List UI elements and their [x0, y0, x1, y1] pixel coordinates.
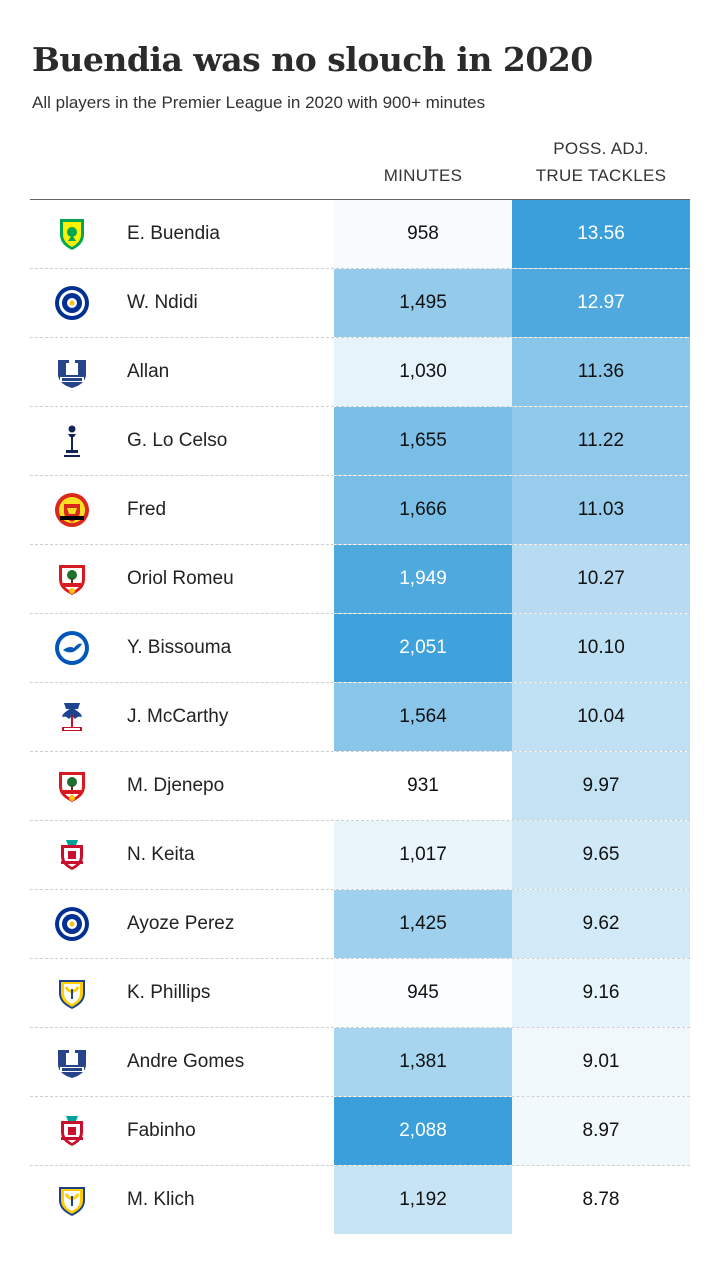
everton-crest-icon: [54, 354, 90, 390]
header-divider: [30, 199, 690, 200]
tottenham-crest-icon: [54, 423, 90, 459]
tackles-cell: 13.56: [512, 200, 690, 268]
norwich-city-crest-icon: [54, 216, 90, 252]
leicester-city-crest-icon: [54, 285, 90, 321]
chart-subtitle: All players in the Premier League in 202…: [32, 93, 486, 112]
table-row: M. Djenepo 931 9.97: [30, 752, 690, 821]
tackles-cell: 10.27: [512, 545, 690, 613]
liverpool-crest-icon: [54, 837, 90, 873]
manchester-united-crest-icon: [54, 492, 90, 528]
minutes-cell: 2,088: [334, 1097, 512, 1165]
player-name: N. Keita: [127, 844, 195, 865]
table-row: M. Klich 1,192 8.78: [30, 1166, 690, 1234]
minutes-cell: 1,425: [334, 890, 512, 958]
southampton-crest-icon: [54, 561, 90, 597]
tackles-cell: 9.97: [512, 752, 690, 820]
table-row: Y. Bissouma 2,051 10.10: [30, 614, 690, 683]
tackles-cell: 8.78: [512, 1166, 690, 1234]
player-name: Ayoze Perez: [127, 913, 235, 934]
tackles-cell: 9.01: [512, 1028, 690, 1096]
tackles-cell: 11.03: [512, 476, 690, 544]
table-row: N. Keita 1,017 9.65: [30, 821, 690, 890]
table-row: Allan 1,030 11.36: [30, 338, 690, 407]
table-row: Andre Gomes 1,381 9.01: [30, 1028, 690, 1097]
tackles-header-line2: TRUE TACKLES: [535, 166, 667, 185]
player-name: Fabinho: [127, 1120, 196, 1141]
table-row: E. Buendia 958 13.56: [30, 200, 690, 269]
player-name: K. Phillips: [127, 982, 211, 1003]
minutes-cell: 1,949: [334, 545, 512, 613]
tackles-cell: 10.10: [512, 614, 690, 682]
tackles-cell: 11.36: [512, 338, 690, 406]
minutes-cell: 931: [334, 752, 512, 820]
liverpool-crest-icon: [54, 1113, 90, 1149]
minutes-cell: 1,030: [334, 338, 512, 406]
minutes-column-header[interactable]: MINUTES: [334, 162, 512, 189]
table-row: K. Phillips 945 9.16: [30, 959, 690, 1028]
minutes-cell: 1,564: [334, 683, 512, 751]
tackles-cell: 9.62: [512, 890, 690, 958]
tackles-cell: 12.97: [512, 269, 690, 337]
tackles-cell: 10.04: [512, 683, 690, 751]
everton-crest-icon: [54, 1044, 90, 1080]
minutes-header-label: MINUTES: [383, 166, 463, 185]
player-name: E. Buendia: [127, 223, 220, 244]
data-table: E. Buendia 958 13.56 W. Ndidi 1,495 12.97 Alla…: [30, 200, 690, 1234]
player-name: Fred: [127, 499, 167, 520]
brighton-crest-icon: [54, 630, 90, 666]
tackles-cell: 8.97: [512, 1097, 690, 1165]
southampton-crest-icon: [54, 768, 90, 804]
player-name: M. Klich: [127, 1189, 195, 1210]
tackles-header-line1: POSS. ADJ.: [553, 139, 649, 158]
minutes-cell: 1,381: [334, 1028, 512, 1096]
player-name: J. McCarthy: [127, 706, 229, 727]
table-row: Ayoze Perez 1,425 9.62: [30, 890, 690, 959]
minutes-cell: 2,051: [334, 614, 512, 682]
tackles-cell: 11.22: [512, 407, 690, 475]
tackles-cell: 9.16: [512, 959, 690, 1027]
tackles-cell: 9.65: [512, 821, 690, 889]
minutes-cell: 1,655: [334, 407, 512, 475]
table-row: Fabinho 2,088 8.97: [30, 1097, 690, 1166]
chart-title: Buendia was no slouch in 2020: [32, 40, 593, 79]
crystal-palace-crest-icon: [54, 699, 90, 735]
leeds-united-crest-icon: [54, 1182, 90, 1218]
player-name: Allan: [127, 361, 170, 382]
leicester-city-crest-icon: [54, 906, 90, 942]
table-row: G. Lo Celso 1,655 11.22: [30, 407, 690, 476]
player-name: Y. Bissouma: [127, 637, 232, 658]
minutes-cell: 1,666: [334, 476, 512, 544]
table-row: Fred 1,666 11.03: [30, 476, 690, 545]
table-row: Oriol Romeu 1,949 10.27: [30, 545, 690, 614]
minutes-cell: 1,192: [334, 1166, 512, 1234]
player-name: G. Lo Celso: [127, 430, 228, 451]
minutes-cell: 958: [334, 200, 512, 268]
player-name: W. Ndidi: [127, 292, 198, 313]
leeds-united-crest-icon: [54, 975, 90, 1011]
player-name: Andre Gomes: [127, 1051, 245, 1072]
player-name: Oriol Romeu: [127, 568, 234, 589]
minutes-cell: 945: [334, 959, 512, 1027]
table-row: W. Ndidi 1,495 12.97: [30, 269, 690, 338]
player-name: M. Djenepo: [127, 775, 225, 796]
tackles-column-header[interactable]: POSS. ADJ. TRUE TACKLES: [512, 135, 690, 189]
minutes-cell: 1,495: [334, 269, 512, 337]
table-row: J. McCarthy 1,564 10.04: [30, 683, 690, 752]
minutes-cell: 1,017: [334, 821, 512, 889]
